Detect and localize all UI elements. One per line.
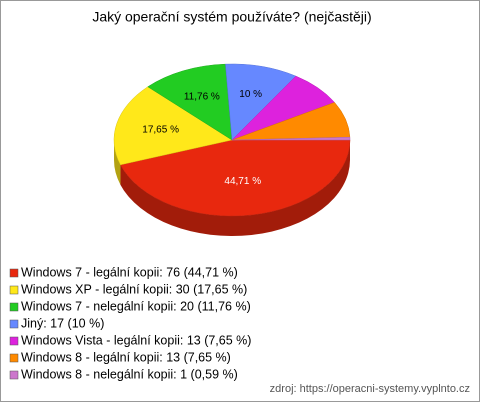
slice (120, 139, 351, 217)
slice-label: 10 % (239, 89, 262, 100)
legend-label: Windows 7 - nelegální kopii: 20 (11,76 %… (21, 299, 251, 313)
legend-swatch (9, 268, 19, 278)
legend-swatch (9, 353, 19, 363)
slice-side (114, 140, 121, 185)
legend-label: Windows 8 - nelegální kopii: 1 (0,59 %) (21, 367, 238, 381)
legend-label: Jiný: 17 (10 %) (21, 316, 104, 330)
slice (231, 136, 351, 141)
chart-title: Jaký operační systém používáte? (nejčast… (92, 9, 371, 25)
legend-label: Windows 7 - legální kopii: 76 (44,71 %) (21, 265, 238, 279)
legend-swatch (9, 302, 19, 312)
slice (113, 86, 233, 166)
legend-swatch (9, 285, 19, 295)
legend-swatch (9, 319, 19, 329)
legend-label: Windows XP - legální kopii: 30 (17,65 %) (21, 282, 247, 296)
source: zdroj: https://operacni-systemy.vyplnto.… (270, 383, 470, 395)
slice (225, 63, 297, 141)
slice-label: 11,76 % (184, 92, 220, 103)
legend-swatch (9, 336, 19, 346)
legend-label: Windows Vista - legální kopii: 13 (7,65 … (21, 333, 251, 347)
slice-side (120, 140, 350, 237)
legend-swatch (9, 370, 19, 380)
legend-label: Windows 8 - legální kopii: 13 (7,65 %) (21, 350, 231, 364)
slice-label: 44,71 % (224, 176, 261, 187)
slice-label: 17,65 % (142, 124, 179, 135)
slice (147, 63, 233, 141)
